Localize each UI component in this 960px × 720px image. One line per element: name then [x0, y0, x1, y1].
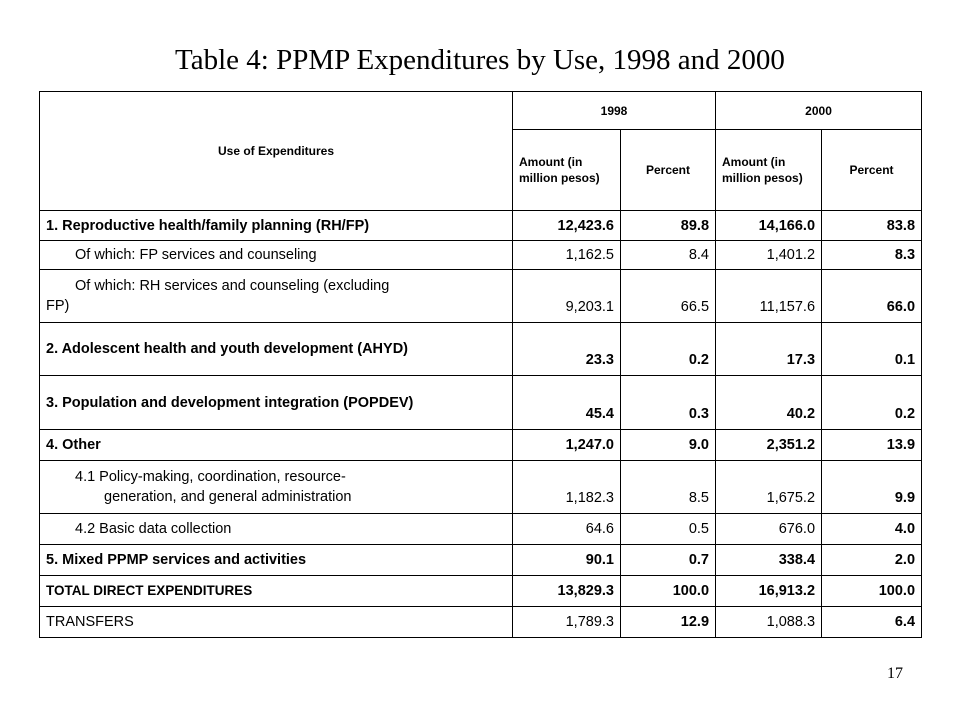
year-2000-header: 2000: [715, 91, 923, 130]
row-label: Of which: RH services and counseling (ex…: [39, 269, 513, 323]
percent-2000: 9.9: [821, 460, 923, 514]
table-row: 3. Population and development integratio…: [39, 375, 923, 430]
row-label: 1. Reproductive health/family planning (…: [39, 210, 513, 241]
amount-1998: 90.1: [512, 544, 621, 576]
amount-2000: 1,675.2: [715, 460, 823, 514]
table-row: 1. Reproductive health/family planning (…: [39, 210, 923, 241]
row-label: 3. Population and development integratio…: [39, 375, 513, 430]
row-label: TOTAL DIRECT EXPENDITURES: [39, 575, 513, 607]
percent-2000: 6.4: [821, 606, 923, 638]
amount-1998: 45.4: [512, 375, 621, 430]
row-label: 5. Mixed PPMP services and activities: [39, 544, 513, 576]
amount-2000: 14,166.0: [715, 210, 823, 241]
table-row: 4.1 Policy-making, coordination, resourc…: [39, 460, 923, 514]
amount-2000: 1,401.2: [715, 240, 823, 270]
percent-1998: 0.3: [619, 375, 717, 430]
amount-1998: 64.6: [512, 513, 621, 545]
row-label: 4.2 Basic data collection: [39, 513, 513, 545]
percent-1998-header: Percent: [619, 129, 717, 211]
amount-2000: 40.2: [715, 375, 823, 430]
table-row: Of which: FP services and counseling 1,1…: [39, 240, 923, 270]
table-row: 4. Other 1,247.0 9.0 2,351.2 13.9: [39, 429, 923, 461]
amount-2000-header: Amount (in million pesos): [715, 129, 823, 211]
percent-1998: 66.5: [619, 269, 717, 323]
percent-1998: 8.4: [619, 240, 717, 270]
row-label: 4. Other: [39, 429, 513, 461]
amount-1998: 23.3: [512, 322, 621, 376]
table-row: 5. Mixed PPMP services and activities 90…: [39, 544, 923, 576]
row-label-line1: Of which: RH services and counseling (ex…: [75, 278, 390, 294]
row-label: TRANSFERS: [39, 606, 513, 638]
amount-2000: 11,157.6: [715, 269, 823, 323]
row-label: 2. Adolescent health and youth developme…: [39, 322, 513, 376]
year-1998-header: 1998: [511, 91, 717, 130]
table-row: TRANSFERS 1,789.3 12.9 1,088.3 6.4: [39, 606, 923, 638]
percent-2000: 0.2: [821, 375, 923, 430]
row-label: Of which: FP services and counseling: [39, 240, 513, 270]
percent-1998: 0.5: [619, 513, 717, 545]
percent-1998: 0.7: [619, 544, 717, 576]
table-row: TOTAL DIRECT EXPENDITURES 13,829.3 100.0…: [39, 575, 923, 607]
percent-1998: 8.5: [619, 460, 717, 514]
percent-1998: 0.2: [619, 322, 717, 376]
amount-1998: 1,182.3: [512, 460, 621, 514]
amount-2000: 338.4: [715, 544, 823, 576]
use-of-expenditures-header: Use of Expenditures: [39, 91, 513, 211]
percent-2000-header: Percent: [821, 129, 923, 211]
amount-1998-header: Amount (in million pesos): [512, 129, 621, 211]
percent-2000: 83.8: [821, 210, 923, 241]
percent-1998: 9.0: [619, 429, 717, 461]
percent-2000: 2.0: [821, 544, 923, 576]
amount-2000: 2,351.2: [715, 429, 823, 461]
page-title: Table 4: PPMP Expenditures by Use, 1998 …: [175, 44, 785, 76]
table-row: 4.2 Basic data collection 64.6 0.5 676.0…: [39, 513, 923, 545]
percent-1998: 12.9: [619, 606, 717, 638]
amount-1998: 9,203.1: [512, 269, 621, 323]
percent-2000: 0.1: [821, 322, 923, 376]
page-number: 17: [887, 665, 903, 682]
header-row-years: Use of Expenditures 1998 2000: [39, 91, 923, 211]
percent-1998: 100.0: [619, 575, 717, 607]
row-label: 4.1 Policy-making, coordination, resourc…: [39, 460, 513, 514]
header-row-columns: Amount (in million pesos) Percent Amount…: [40, 129, 923, 211]
percent-2000: 4.0: [821, 513, 923, 545]
percent-2000: 100.0: [821, 575, 923, 607]
amount-2000: 676.0: [715, 513, 823, 545]
amount-1998: 1,789.3: [512, 606, 621, 638]
amount-2000: 17.3: [715, 322, 823, 376]
expenditures-table: Use of Expenditures 1998 2000 Amount (in…: [39, 91, 923, 638]
percent-2000: 8.3: [821, 240, 923, 270]
amount-2000: 16,913.2: [715, 575, 823, 607]
amount-1998: 1,162.5: [512, 240, 621, 270]
amount-1998: 13,829.3: [512, 575, 621, 607]
row-label-line1: 4.1 Policy-making, coordination, resourc…: [75, 469, 346, 485]
table-row: 2. Adolescent health and youth developme…: [39, 322, 923, 376]
row-label-line2: FP): [46, 298, 70, 314]
percent-2000: 66.0: [821, 269, 923, 323]
amount-1998: 1,247.0: [512, 429, 621, 461]
percent-2000: 13.9: [821, 429, 923, 461]
amount-2000: 1,088.3: [715, 606, 823, 638]
row-label-line2: generation, and general administration: [104, 489, 352, 505]
amount-1998: 12,423.6: [512, 210, 621, 241]
table-row: Of which: RH services and counseling (ex…: [39, 269, 923, 323]
percent-1998: 89.8: [619, 210, 717, 241]
